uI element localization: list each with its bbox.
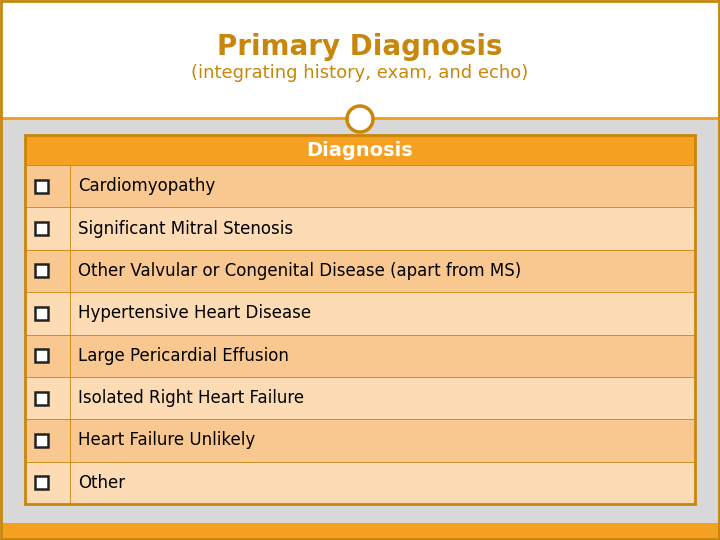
Text: Large Pericardial Effusion: Large Pericardial Effusion [78,347,289,364]
Bar [35,392,48,404]
Text: Cardiomyopathy: Cardiomyopathy [78,177,215,195]
Bar [25,377,695,419]
Circle shape [347,106,373,132]
Text: Significant Mitral Stenosis: Significant Mitral Stenosis [78,220,293,238]
Text: (integrating history, exam, and echo): (integrating history, exam, and echo) [192,64,528,82]
Bar [35,434,48,447]
Bar [25,462,695,504]
Bar [25,334,695,377]
Bar [35,476,48,489]
Bar [25,249,695,292]
Text: Diagnosis: Diagnosis [307,140,413,159]
Text: Other: Other [78,474,125,492]
Bar [25,292,695,334]
Bar [25,165,695,207]
Text: Other Valvular or Congenital Disease (apart from MS): Other Valvular or Congenital Disease (ap… [78,262,521,280]
Bar [1,120,719,524]
Bar [25,135,695,165]
Bar [1,1,719,118]
Text: Isolated Right Heart Failure: Isolated Right Heart Failure [78,389,304,407]
Text: Hypertensive Heart Disease: Hypertensive Heart Disease [78,305,311,322]
Text: Heart Failure Unlikely: Heart Failure Unlikely [78,431,256,449]
Text: Primary Diagnosis: Primary Diagnosis [217,33,503,61]
Bar [25,135,695,504]
Bar [35,265,48,278]
Bar [35,222,48,235]
Bar [35,349,48,362]
Bar [1,523,719,539]
Bar [1,117,719,120]
Bar [25,419,695,462]
Bar [35,180,48,193]
Bar [25,207,695,249]
Bar [35,307,48,320]
